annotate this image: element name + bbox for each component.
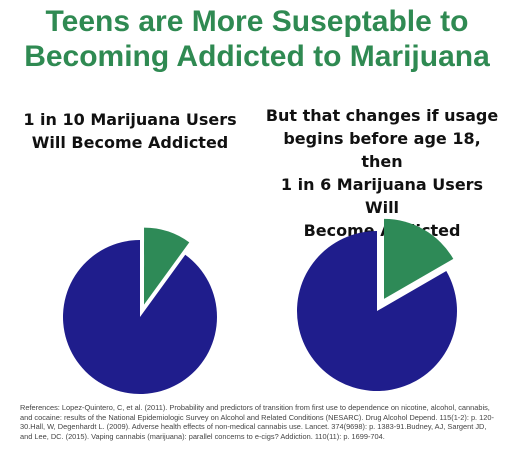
references-text: References: Lopez-Quintero, C, et al. (2… [20,403,494,441]
left-pie-chart [62,227,217,394]
title-line-1: Teens are More Suseptable to [45,5,469,38]
right-caption-line-1: But that changes if usage [265,106,499,125]
left-caption-line-2: Will Become Addicted [31,133,229,152]
right-pie-slice-addicted [384,218,454,299]
right-pie-chart [297,218,458,391]
left-chart-caption: 1 in 10 Marijuana Users Will Become Addi… [20,108,240,154]
left-caption-line-1: 1 in 10 Marijuana Users [23,110,237,129]
title-line-2: Becoming Addicted to Marijuana [24,40,490,73]
left-pie-slice-not-addicted [62,239,217,394]
right-pie-slice-not-addicted [297,231,458,391]
page-title: Teens are More Suseptable to Becoming Ad… [0,4,514,74]
right-caption-line-2: begins before age 18, then [283,129,481,171]
right-caption-line-3: 1 in 6 Marijuana Users Will [280,175,484,217]
left-pie-slice-addicted [144,227,190,305]
